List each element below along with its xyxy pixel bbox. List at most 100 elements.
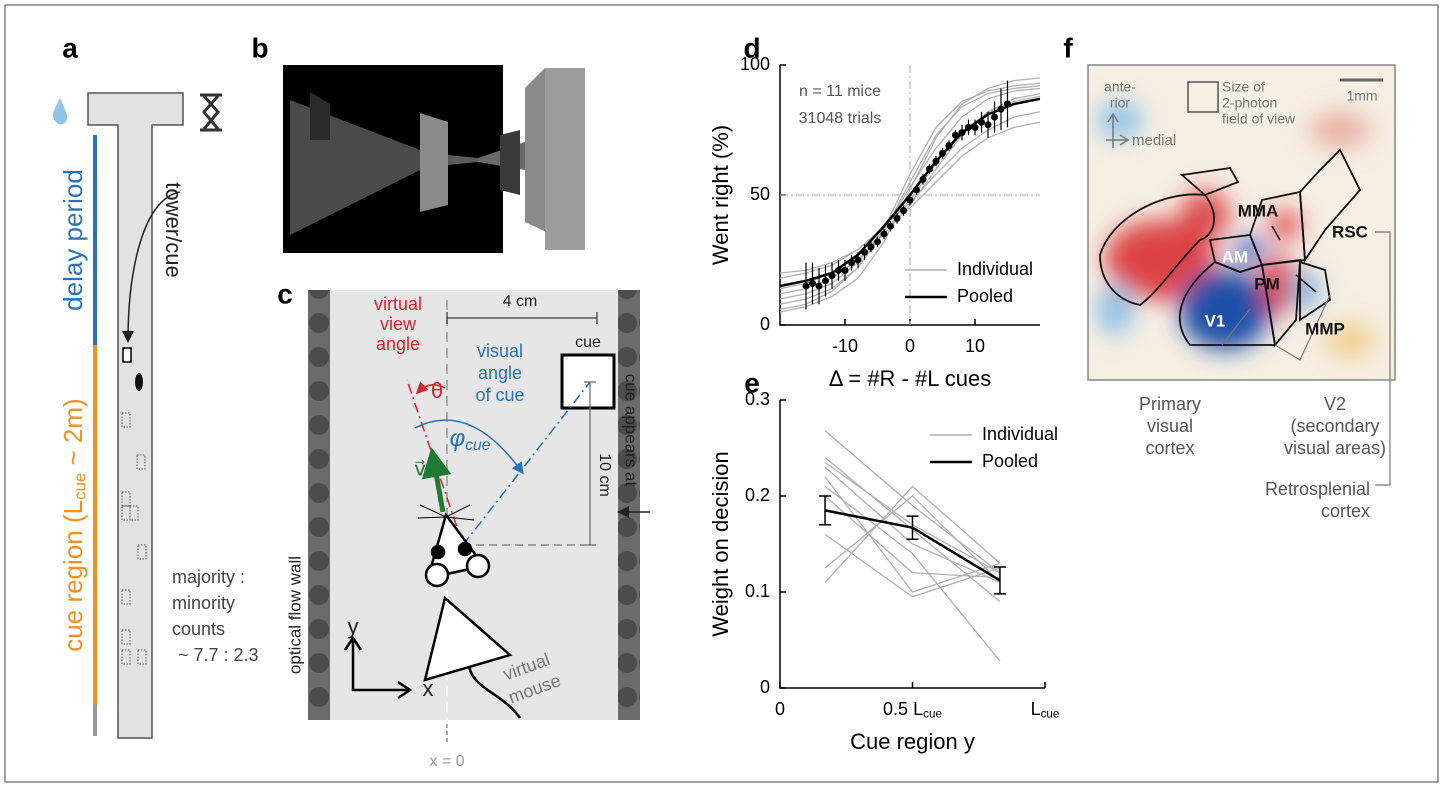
y-axis-label: Went right (%)	[708, 125, 733, 265]
y-tick-label: 0	[760, 677, 770, 697]
phi-label-part: φ	[450, 425, 466, 452]
axis-y-label: y	[348, 614, 359, 639]
data-point	[926, 166, 933, 173]
delay-label: delay period	[58, 169, 88, 311]
area-label: V1	[1205, 311, 1226, 330]
ratio-text: minority	[172, 593, 235, 613]
legend-label: Individual	[982, 424, 1058, 444]
wall-right	[618, 290, 640, 720]
y-tick-label: 0.1	[745, 581, 770, 601]
data-point	[991, 114, 998, 121]
data-point	[998, 106, 1005, 113]
wall-left	[308, 290, 330, 720]
wall-label: optical flow wall	[285, 556, 304, 674]
data-point	[965, 124, 972, 131]
data-point	[913, 186, 920, 193]
data-point	[978, 119, 985, 126]
y-axis-label: Weight on decision	[708, 451, 733, 637]
data-point	[881, 231, 888, 238]
data-point	[900, 207, 907, 214]
data-point	[835, 267, 842, 274]
x-tick-label: -10	[832, 336, 858, 356]
series-line	[825, 486, 1000, 661]
tower-label: tower/cue	[161, 182, 186, 277]
data-point	[803, 283, 810, 290]
data-point	[952, 132, 959, 139]
panel-label: b	[251, 32, 268, 63]
primary-label: cortex	[1145, 438, 1194, 458]
data-point	[946, 142, 953, 149]
annotation: 31048 trials	[799, 110, 882, 127]
visual-angle-label: visual	[477, 341, 523, 361]
v2-label: V2	[1324, 394, 1346, 414]
data-point	[985, 121, 992, 128]
dist-label: 10 cm	[596, 453, 613, 497]
water-icon	[53, 98, 67, 124]
width-label: 4 cm	[503, 293, 538, 310]
area-label: MMA	[1238, 201, 1279, 220]
fov-label: field of view	[1222, 111, 1296, 127]
data-point	[874, 238, 881, 245]
rsc-label: cortex	[1321, 501, 1370, 521]
primary-label: Primary	[1139, 394, 1201, 414]
v2-label: visual areas)	[1284, 438, 1386, 458]
data-point	[933, 158, 940, 165]
v2-label: (secondary	[1290, 416, 1379, 436]
cue-region-label: cue region (Lcue ~ 2m)	[58, 398, 90, 651]
area-label: MMP	[1305, 319, 1345, 338]
ratio-text: ~ 7.7 : 2.3	[178, 645, 259, 665]
x-tick-label: Lcue	[1031, 699, 1060, 721]
series-line	[825, 431, 1000, 573]
data-point	[894, 215, 901, 222]
data-point	[972, 124, 979, 131]
orient-label: rior	[1110, 95, 1131, 111]
view-label: view	[380, 314, 417, 334]
data-point	[959, 129, 966, 136]
ratio-text: counts	[172, 619, 225, 639]
cue-region-label-part: cue region (L	[58, 500, 88, 652]
cue-label: cue	[575, 334, 601, 351]
data-point	[861, 249, 868, 256]
axis-x-label: x	[423, 676, 434, 701]
area-label: PM	[1254, 274, 1280, 293]
cue-region-label-part: ~ 2m)	[58, 398, 88, 472]
x-axis-label: Δ = #R - #L cues	[829, 366, 991, 391]
panel-label: a	[62, 32, 78, 63]
y-tick-label: 100	[740, 54, 770, 74]
panel-label: c	[277, 278, 293, 309]
data-point	[1004, 101, 1011, 108]
data-point	[939, 150, 946, 157]
data-point	[809, 280, 816, 287]
view-label: angle	[376, 334, 420, 354]
view-label: virtual	[374, 294, 422, 314]
data-point	[907, 197, 914, 204]
x-tick-label: 0.5 Lcue	[883, 699, 942, 721]
data-point	[887, 223, 894, 230]
orient-label: ante-	[1104, 79, 1136, 95]
x-axis-label: Cue region y	[850, 729, 975, 754]
area-label: AM	[1222, 247, 1248, 266]
visual-angle-label: of cue	[475, 385, 524, 405]
data-point	[822, 277, 829, 284]
x-tick-label-part: 0.5 L	[883, 699, 923, 719]
primary-label: visual	[1147, 416, 1193, 436]
appears-label: cue appears at	[622, 374, 641, 487]
legend-label: Pooled	[982, 451, 1038, 471]
mouse-icon	[135, 373, 143, 391]
y-tick-label: 0.3	[745, 389, 770, 409]
figure: abcdefdelay periodcue region (Lcue ~ 2m)…	[0, 0, 1444, 789]
origin-label: x = 0	[429, 753, 464, 770]
y-tick-label: 0	[760, 314, 770, 334]
data-point	[868, 244, 875, 251]
legend-label: Pooled	[957, 286, 1013, 306]
data-point	[855, 257, 862, 264]
phi-label-sub: cue	[465, 437, 490, 454]
orient-label: medial	[1132, 132, 1176, 149]
x-tick-label: 0	[775, 699, 785, 719]
data-point	[816, 283, 823, 290]
panel-b	[283, 65, 585, 253]
annotation: n = 11 mice	[799, 83, 881, 100]
tower	[123, 348, 131, 362]
data-point	[848, 259, 855, 266]
theta: θ	[431, 378, 443, 403]
